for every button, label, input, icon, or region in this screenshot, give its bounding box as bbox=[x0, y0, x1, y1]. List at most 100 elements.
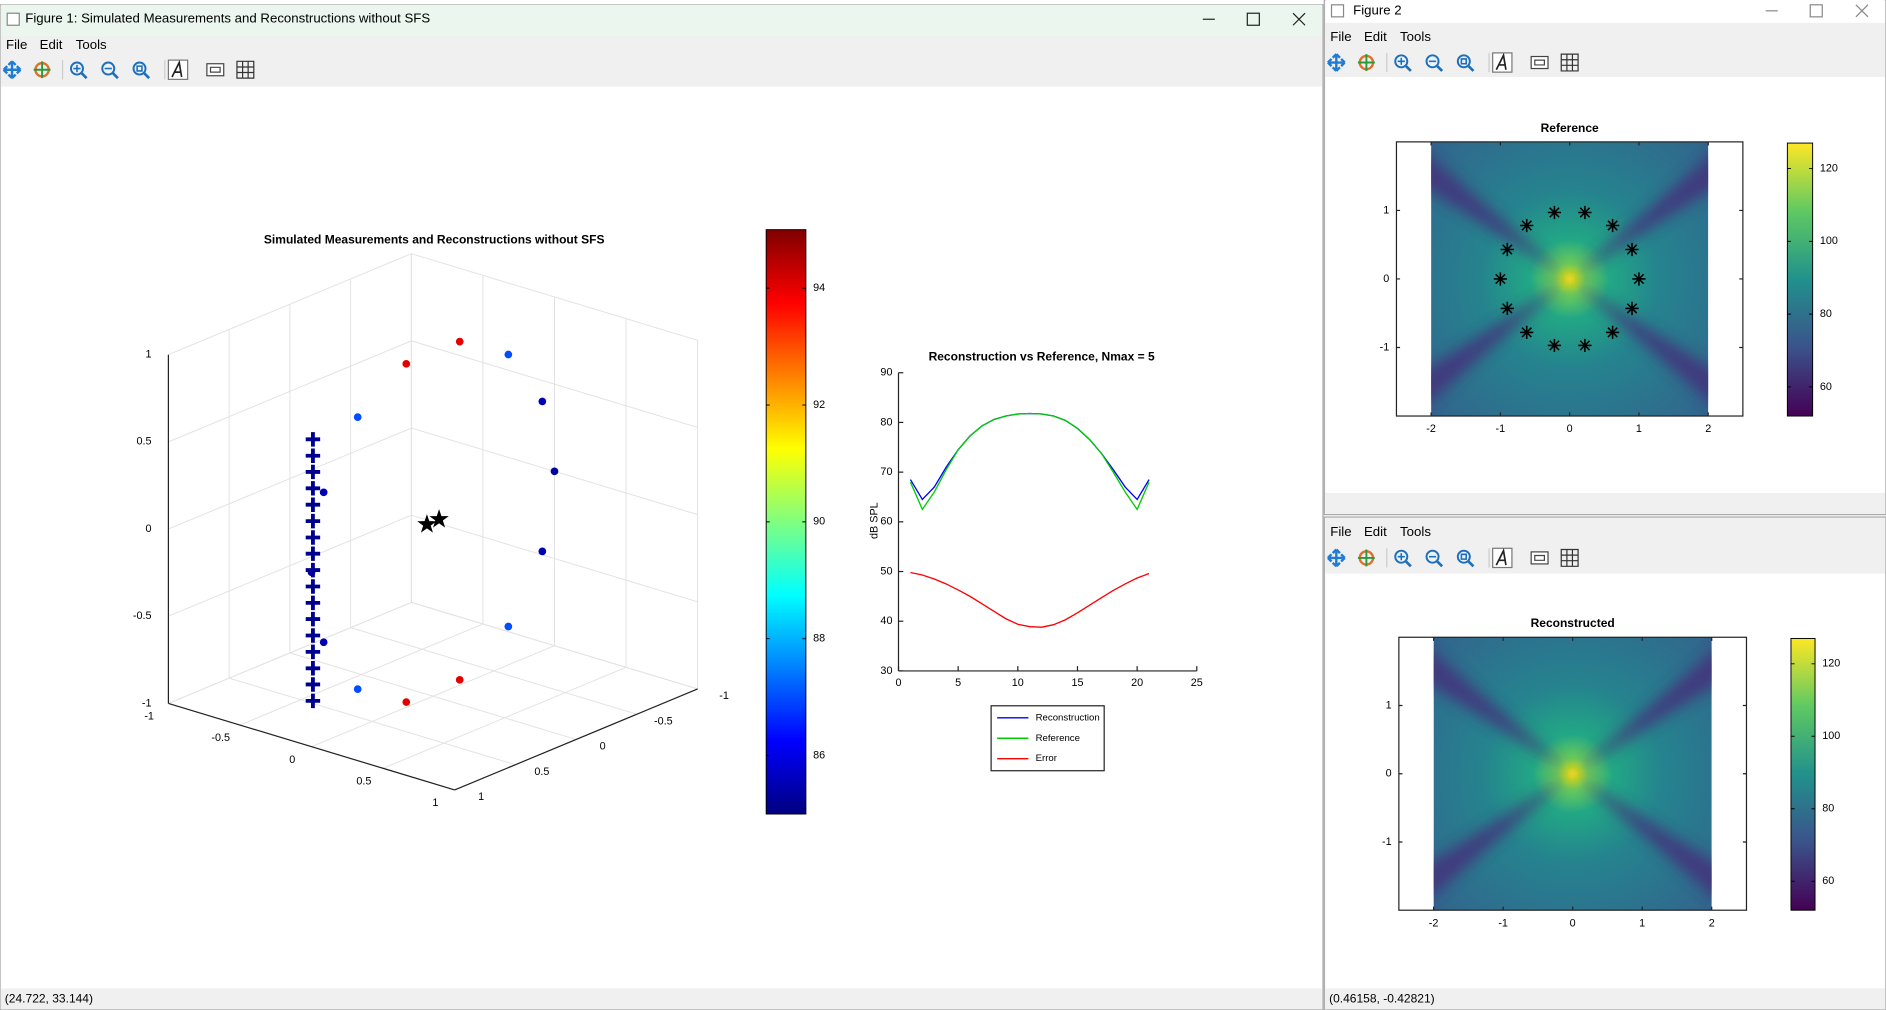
field-source bbox=[1566, 275, 1574, 283]
menu-item[interactable]: Tools bbox=[76, 37, 107, 52]
marker-asterisk bbox=[1625, 301, 1639, 316]
colorbar-tick-label: 60 bbox=[1820, 381, 1832, 393]
close-button[interactable] bbox=[1855, 4, 1869, 18]
icon-text-glyph bbox=[171, 59, 183, 78]
toolbar-button[interactable] bbox=[1394, 549, 1412, 568]
colorbar-tick-label: 92 bbox=[813, 399, 825, 411]
toolbar-button[interactable] bbox=[2, 60, 22, 80]
point bbox=[319, 638, 328, 647]
grid-line bbox=[411, 340, 698, 428]
toolbar-button[interactable] bbox=[1425, 54, 1444, 72]
colorbar-tick-label: 88 bbox=[813, 633, 825, 645]
icon-grid bbox=[236, 60, 255, 79]
maximize-button[interactable] bbox=[1809, 4, 1823, 18]
toolbar-button[interactable] bbox=[1327, 53, 1346, 72]
toolbar-button[interactable] bbox=[101, 61, 119, 80]
chart-title: Reference bbox=[1541, 121, 1599, 135]
point-plus bbox=[305, 513, 321, 529]
line-series bbox=[910, 571, 1150, 628]
point bbox=[307, 568, 316, 577]
toolbar-button[interactable] bbox=[1456, 549, 1475, 568]
x-axis bbox=[168, 702, 455, 791]
title-bar bbox=[1, 4, 1322, 37]
x-tick-label: 2 bbox=[1709, 917, 1715, 929]
x-tick-label: 0 bbox=[289, 754, 295, 766]
point-plus bbox=[305, 611, 321, 627]
grid-line bbox=[168, 253, 412, 356]
field-source bbox=[1569, 770, 1577, 778]
icon-zoom-handle bbox=[143, 72, 151, 80]
toolbar-button[interactable] bbox=[1560, 53, 1579, 72]
marker-asterisk bbox=[1547, 205, 1562, 220]
colorbar-tick-label: 80 bbox=[1822, 803, 1834, 815]
toolbar-button[interactable] bbox=[167, 59, 189, 80]
menu-item[interactable]: File bbox=[6, 37, 27, 52]
icon-zoom-sign bbox=[1397, 553, 1405, 561]
icon-zoom-sign bbox=[73, 64, 81, 73]
point bbox=[538, 547, 547, 556]
toolbar-button[interactable] bbox=[1492, 52, 1513, 73]
x-tick-label: 0.5 bbox=[356, 775, 371, 787]
toolbar-button[interactable] bbox=[1327, 548, 1346, 568]
menu-item[interactable]: Edit bbox=[40, 37, 63, 52]
toolbar-button[interactable] bbox=[1425, 549, 1444, 568]
x-tick-label: -2 bbox=[1426, 423, 1436, 435]
menu-item[interactable]: Tools bbox=[1400, 524, 1431, 539]
toolbar-button[interactable] bbox=[70, 61, 88, 80]
x-tick-label: -1 bbox=[144, 710, 154, 722]
toolbar-button[interactable] bbox=[33, 61, 51, 79]
y-tick-label: -1 bbox=[719, 690, 729, 702]
window-title: Figure 1: Simulated Measurements and Rec… bbox=[25, 11, 430, 26]
menu-item[interactable]: Edit bbox=[1364, 524, 1387, 539]
x-tick-label: -1 bbox=[1498, 917, 1508, 929]
toolbar-button[interactable] bbox=[1492, 547, 1513, 569]
colorbar bbox=[1790, 637, 1816, 911]
point bbox=[504, 350, 513, 359]
menu-item[interactable]: Edit bbox=[1364, 29, 1387, 44]
window-icon bbox=[1330, 4, 1345, 18]
icon-axes-inner bbox=[209, 66, 221, 73]
toolbar-button[interactable] bbox=[1456, 54, 1475, 72]
toolbar-button[interactable] bbox=[1357, 54, 1375, 71]
y-tick-label: 40 bbox=[880, 615, 892, 627]
point bbox=[402, 359, 411, 368]
icon-zoom-sign bbox=[1460, 58, 1468, 65]
colorbar-tick-label: 90 bbox=[813, 516, 825, 528]
marker-asterisk bbox=[1578, 338, 1592, 353]
toolbar-button[interactable] bbox=[236, 60, 255, 79]
menu-item[interactable]: Tools bbox=[1400, 29, 1431, 44]
point bbox=[402, 698, 411, 706]
toolbar-button[interactable] bbox=[132, 61, 151, 80]
point-plus bbox=[305, 432, 321, 447]
chart-title: Reconstruction vs Reference, Nmax = 5 bbox=[929, 349, 1155, 363]
y-tick-label: 50 bbox=[880, 565, 892, 577]
maximize-button[interactable] bbox=[1246, 12, 1260, 26]
x-tick-label: 1 bbox=[1636, 423, 1642, 435]
toolbar-button[interactable] bbox=[206, 63, 225, 77]
colorbar-tick-label: 86 bbox=[813, 749, 825, 761]
marker-asterisk bbox=[1578, 205, 1592, 220]
toolbar-button[interactable] bbox=[1560, 548, 1579, 567]
icon-axes-inner bbox=[1534, 554, 1546, 561]
colorbar-tick-label: 60 bbox=[1822, 875, 1834, 887]
point-plus bbox=[305, 628, 321, 643]
icon-zoom bbox=[1456, 549, 1471, 564]
menu-item[interactable]: File bbox=[1330, 524, 1351, 539]
y-tick-label: 60 bbox=[880, 516, 892, 528]
toolbar-button[interactable] bbox=[1530, 551, 1549, 565]
icon-zoom bbox=[1456, 54, 1471, 69]
icon-zoom-handle bbox=[1405, 65, 1412, 72]
z-tick-label: 0 bbox=[146, 523, 152, 535]
point-plus bbox=[305, 530, 321, 545]
toolbar-button[interactable] bbox=[1357, 549, 1375, 567]
toolbar-button[interactable] bbox=[1530, 55, 1549, 70]
toolbar-button[interactable] bbox=[1394, 54, 1412, 72]
status-text: (0.46158, -0.42821) bbox=[1329, 991, 1435, 1005]
icon-move bbox=[1327, 548, 1346, 568]
x-tick-label: -0.5 bbox=[211, 732, 230, 744]
close-button[interactable] bbox=[1292, 12, 1306, 26]
grid-line bbox=[411, 514, 698, 603]
menu-item[interactable]: File bbox=[1330, 29, 1351, 44]
y-tick-label: 70 bbox=[880, 466, 892, 478]
